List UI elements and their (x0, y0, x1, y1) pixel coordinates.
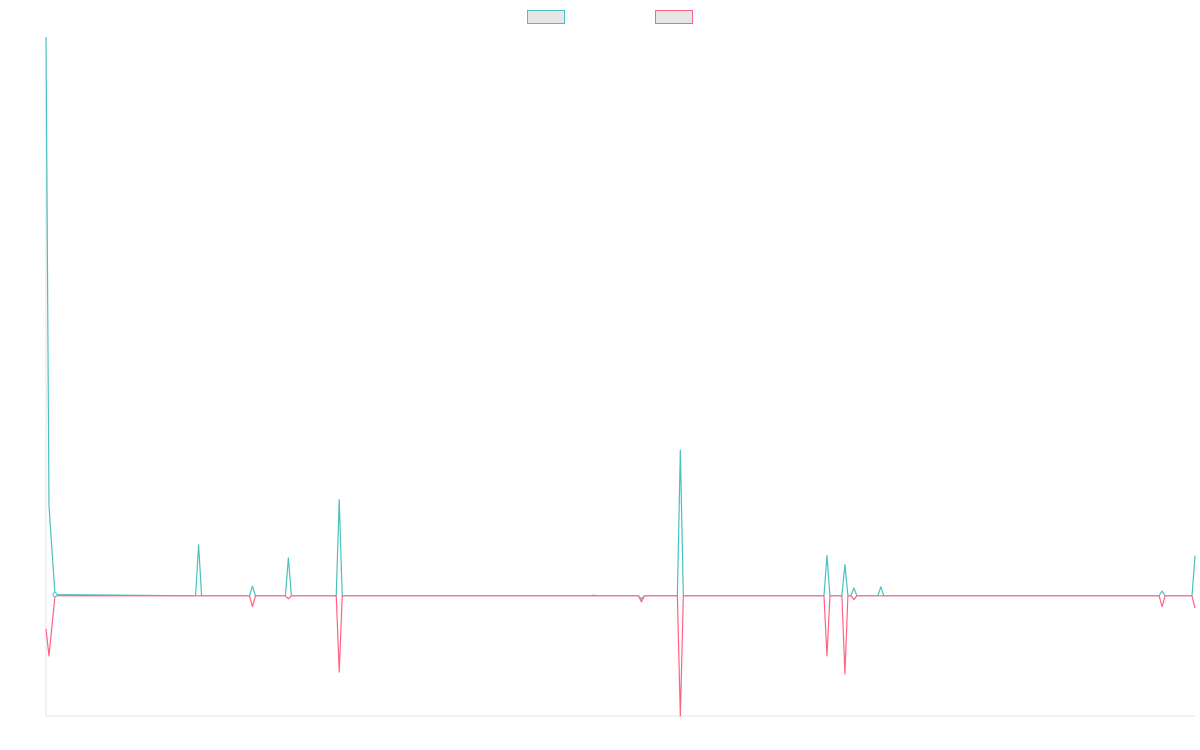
legend-item-series-2[interactable] (654, 10, 699, 24)
series-line-1[interactable] (45, 36, 1196, 600)
series-line-2[interactable] (45, 595, 1196, 717)
legend-swatch-series-1 (526, 10, 565, 24)
legend-item-series-1[interactable] (526, 10, 571, 24)
chart-axes (45, 37, 1195, 717)
legend-swatch-series-2 (654, 10, 693, 24)
series-layer (45, 36, 1196, 717)
chart-legend (0, 10, 1200, 24)
series-point-marker[interactable] (52, 592, 58, 598)
